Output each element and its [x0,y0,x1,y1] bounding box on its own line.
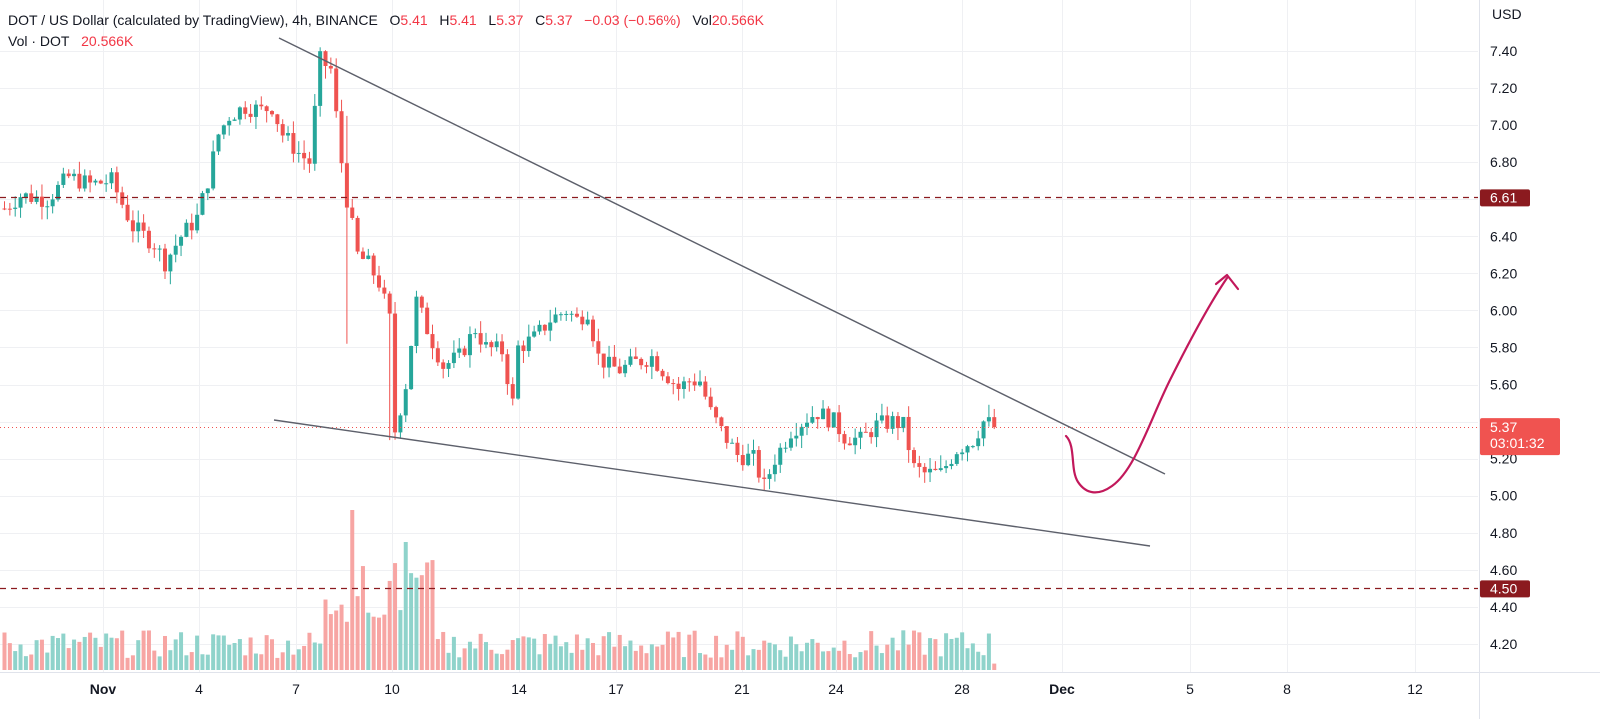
high-value: 5.41 [449,12,477,28]
legend-row-volume: Vol · DOT 20.566K [8,31,764,52]
price-tick: 6.20 [1490,265,1517,281]
time-tick: Nov [90,681,117,697]
price-tick: 6.40 [1490,228,1517,244]
low-label: L [488,12,497,28]
level-4.50-tag: 4.50 [1480,580,1530,598]
projection-arrow[interactable] [1064,276,1229,494]
time-tick: 28 [954,681,970,697]
open-label: O [389,12,401,28]
upper-trendline[interactable] [278,37,1166,475]
svg-text:6.61: 6.61 [1490,189,1517,205]
price-tick: 5.60 [1490,377,1517,393]
lower-trendline[interactable] [273,419,1151,547]
time-tick: 24 [828,681,844,697]
legend-row-main: DOT / US Dollar (calculated by TradingVi… [8,10,764,31]
symbol-title[interactable]: DOT / US Dollar (calculated by TradingVi… [8,12,378,28]
time-tick: 8 [1283,681,1291,697]
level-6.61-tag: 6.61 [1480,189,1530,207]
price-tick: 6.00 [1490,302,1517,318]
volume-label: Vol [692,12,712,28]
close-value: 5.37 [545,12,573,28]
high-label: H [439,12,450,28]
svg-text:03:01:32: 03:01:32 [1490,435,1545,451]
candlesticks [2,47,997,491]
time-tick: 10 [384,681,400,697]
time-tick: 17 [608,681,624,697]
volume-series-value: 20.566K [81,33,134,49]
close-label: C [535,12,546,28]
time-tick: 5 [1186,681,1194,697]
currency-label: USD [1492,6,1522,22]
svg-text:4.50: 4.50 [1490,580,1517,596]
time-tick: Dec [1049,681,1075,697]
time-tick: 14 [511,681,527,697]
volume-value: 20.566K [711,12,764,28]
time-tick: 7 [292,681,300,697]
price-tick: 7.40 [1490,43,1517,59]
grid [0,0,1478,672]
time-axis[interactable]: Nov 4 7 10 14 17 21 24 28 Dec 5 8 12 [90,681,1423,697]
price-tick: 4.60 [1490,562,1517,578]
time-tick: 4 [195,681,203,697]
price-tick: 7.20 [1490,80,1517,96]
volume-series-label[interactable]: Vol · DOT [8,33,70,49]
price-tick: 6.80 [1490,154,1517,170]
price-tick: 7.00 [1490,117,1517,133]
volume-bars [2,510,997,670]
price-axis[interactable]: USD 7.40 7.20 7.00 6.80 6.40 6.20 6.00 5.80 5.60 5… [1490,6,1522,652]
change-value: −0.03 (−0.56%) [584,12,681,28]
price-tick: 4.40 [1490,599,1517,615]
price-tick: 5.00 [1490,488,1517,504]
chart-legend: DOT / US Dollar (calculated by TradingVi… [8,10,764,52]
svg-text:5.37: 5.37 [1490,419,1517,435]
price-tick: 4.80 [1490,525,1517,541]
low-value: 5.37 [496,12,524,28]
time-tick: 12 [1407,681,1423,697]
open-value: 5.41 [400,12,428,28]
arrowhead-icon [1214,273,1240,291]
price-tick: 5.80 [1490,339,1517,355]
price-tick: 4.20 [1490,636,1517,652]
time-tick: 21 [734,681,750,697]
